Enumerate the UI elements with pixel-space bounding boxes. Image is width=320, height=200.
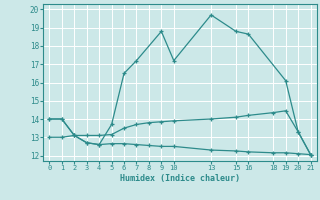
X-axis label: Humidex (Indice chaleur): Humidex (Indice chaleur) [120,174,240,183]
